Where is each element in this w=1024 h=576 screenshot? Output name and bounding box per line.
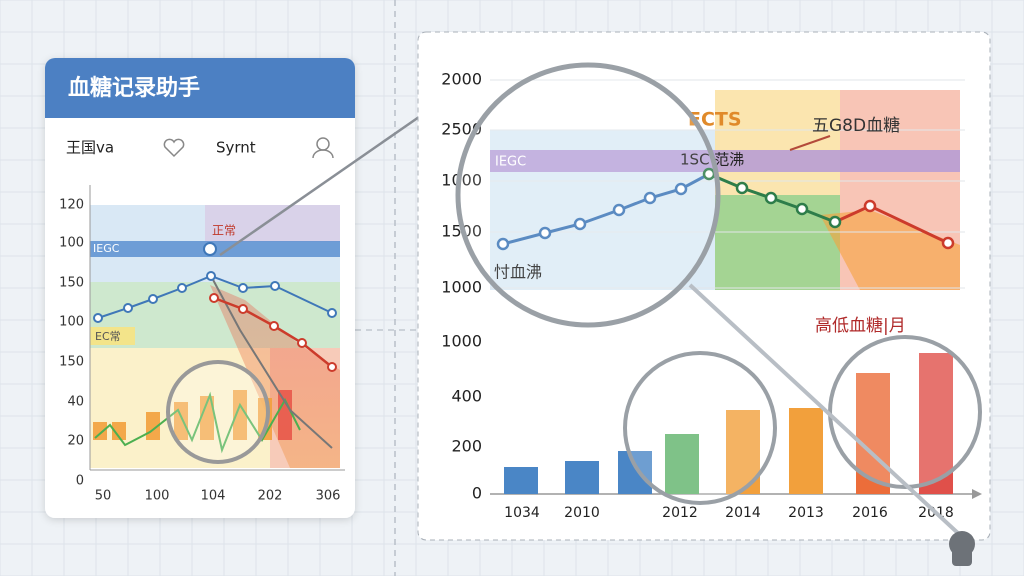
band-label: EC常 bbox=[95, 330, 121, 343]
heart-icon bbox=[163, 138, 185, 158]
arrow bbox=[219, 90, 456, 257]
bar-illustration bbox=[504, 467, 538, 494]
bar-illustration bbox=[200, 396, 214, 440]
point-illustration bbox=[148, 294, 158, 304]
bar-illustration bbox=[278, 390, 292, 440]
y-label: 200 bbox=[451, 437, 482, 456]
point-illustration bbox=[643, 191, 657, 205]
magnifier bbox=[623, 351, 777, 505]
point-illustration bbox=[828, 215, 842, 229]
y-label: 400 bbox=[451, 387, 482, 406]
band bbox=[820, 210, 960, 290]
x-label: 50 bbox=[95, 489, 112, 504]
point-illustration bbox=[327, 308, 337, 318]
app-header bbox=[45, 58, 355, 118]
y-label: 150 bbox=[59, 355, 84, 370]
magnifier bbox=[828, 335, 982, 489]
point-illustration bbox=[297, 338, 307, 348]
point-illustration bbox=[238, 304, 248, 314]
annotation: ECTS bbox=[688, 109, 742, 131]
x-label: 104 bbox=[201, 489, 226, 504]
point-illustration bbox=[270, 281, 280, 291]
y-label: 40 bbox=[67, 395, 84, 410]
y-label: 20 bbox=[67, 434, 84, 449]
point-illustration bbox=[177, 283, 187, 293]
point-illustration bbox=[674, 182, 688, 196]
point-illustration bbox=[238, 283, 248, 293]
x-label: 1034 bbox=[504, 505, 540, 521]
point-illustration bbox=[863, 199, 877, 213]
y-label: 120 bbox=[59, 198, 84, 213]
y-label: 2000 bbox=[441, 70, 482, 89]
axis-arrow bbox=[972, 489, 982, 499]
point-illustration bbox=[123, 303, 133, 313]
x-label: 2014 bbox=[725, 505, 761, 521]
bar-illustration bbox=[565, 461, 599, 494]
y-label: 100 bbox=[59, 315, 84, 330]
point-illustration bbox=[327, 362, 337, 372]
bar-illustration bbox=[618, 451, 652, 494]
y-label: 1000 bbox=[441, 332, 482, 351]
bar-illustration bbox=[233, 390, 247, 440]
x-label: 2010 bbox=[564, 505, 600, 521]
y-label: 0 bbox=[472, 484, 482, 503]
y-label: 1000 bbox=[441, 171, 482, 190]
bar-illustration bbox=[112, 422, 126, 440]
point-illustration bbox=[206, 271, 216, 281]
y-label: 150 bbox=[59, 276, 84, 291]
point-illustration bbox=[203, 242, 217, 256]
magnifier bbox=[455, 62, 721, 328]
band-label: 正常 bbox=[212, 224, 236, 238]
annotation: 五G8D血糖 bbox=[812, 116, 900, 136]
trend-illustration bbox=[94, 391, 301, 454]
band bbox=[205, 205, 340, 242]
point-illustration bbox=[735, 181, 749, 195]
band bbox=[210, 285, 340, 468]
pointer bbox=[952, 548, 972, 566]
band-label: IEGC bbox=[93, 242, 120, 255]
point-illustration bbox=[538, 226, 552, 240]
band bbox=[715, 195, 840, 290]
point-illustration bbox=[269, 321, 279, 331]
y-label: 100 bbox=[59, 236, 84, 251]
bar-illustration bbox=[919, 353, 953, 494]
tab-label: 王国va bbox=[66, 139, 114, 157]
point-illustration bbox=[93, 313, 103, 323]
point-illustration bbox=[496, 237, 510, 251]
bar-illustration bbox=[789, 408, 823, 494]
app-title: 血糖记录助手 bbox=[68, 75, 200, 101]
tab-label: Syrnt bbox=[216, 139, 256, 157]
y-label: 0 bbox=[76, 474, 84, 489]
magnifier bbox=[166, 360, 270, 464]
point-illustration bbox=[764, 191, 778, 205]
band bbox=[90, 327, 135, 345]
x-label: 2012 bbox=[662, 505, 698, 521]
point-illustration bbox=[795, 202, 809, 216]
x-label: 100 bbox=[145, 489, 170, 504]
annotation: 忖血沸 bbox=[494, 263, 542, 282]
point-illustration bbox=[612, 203, 626, 217]
band bbox=[490, 150, 960, 172]
x-label: 2016 bbox=[852, 505, 888, 521]
user-icon bbox=[312, 149, 334, 159]
chart-title: 高低血糖|月 bbox=[815, 316, 906, 336]
x-label: 2013 bbox=[788, 505, 824, 521]
point-illustration bbox=[209, 293, 219, 303]
y-label: 1000 bbox=[441, 278, 482, 297]
x-label: 202 bbox=[258, 489, 283, 504]
bar-illustration bbox=[665, 434, 699, 494]
x-label: 306 bbox=[316, 489, 341, 504]
annotation: IEGC bbox=[495, 155, 526, 170]
connector bbox=[688, 283, 962, 537]
point-illustration bbox=[573, 217, 587, 231]
point-illustration bbox=[941, 236, 955, 250]
callout bbox=[789, 135, 831, 151]
